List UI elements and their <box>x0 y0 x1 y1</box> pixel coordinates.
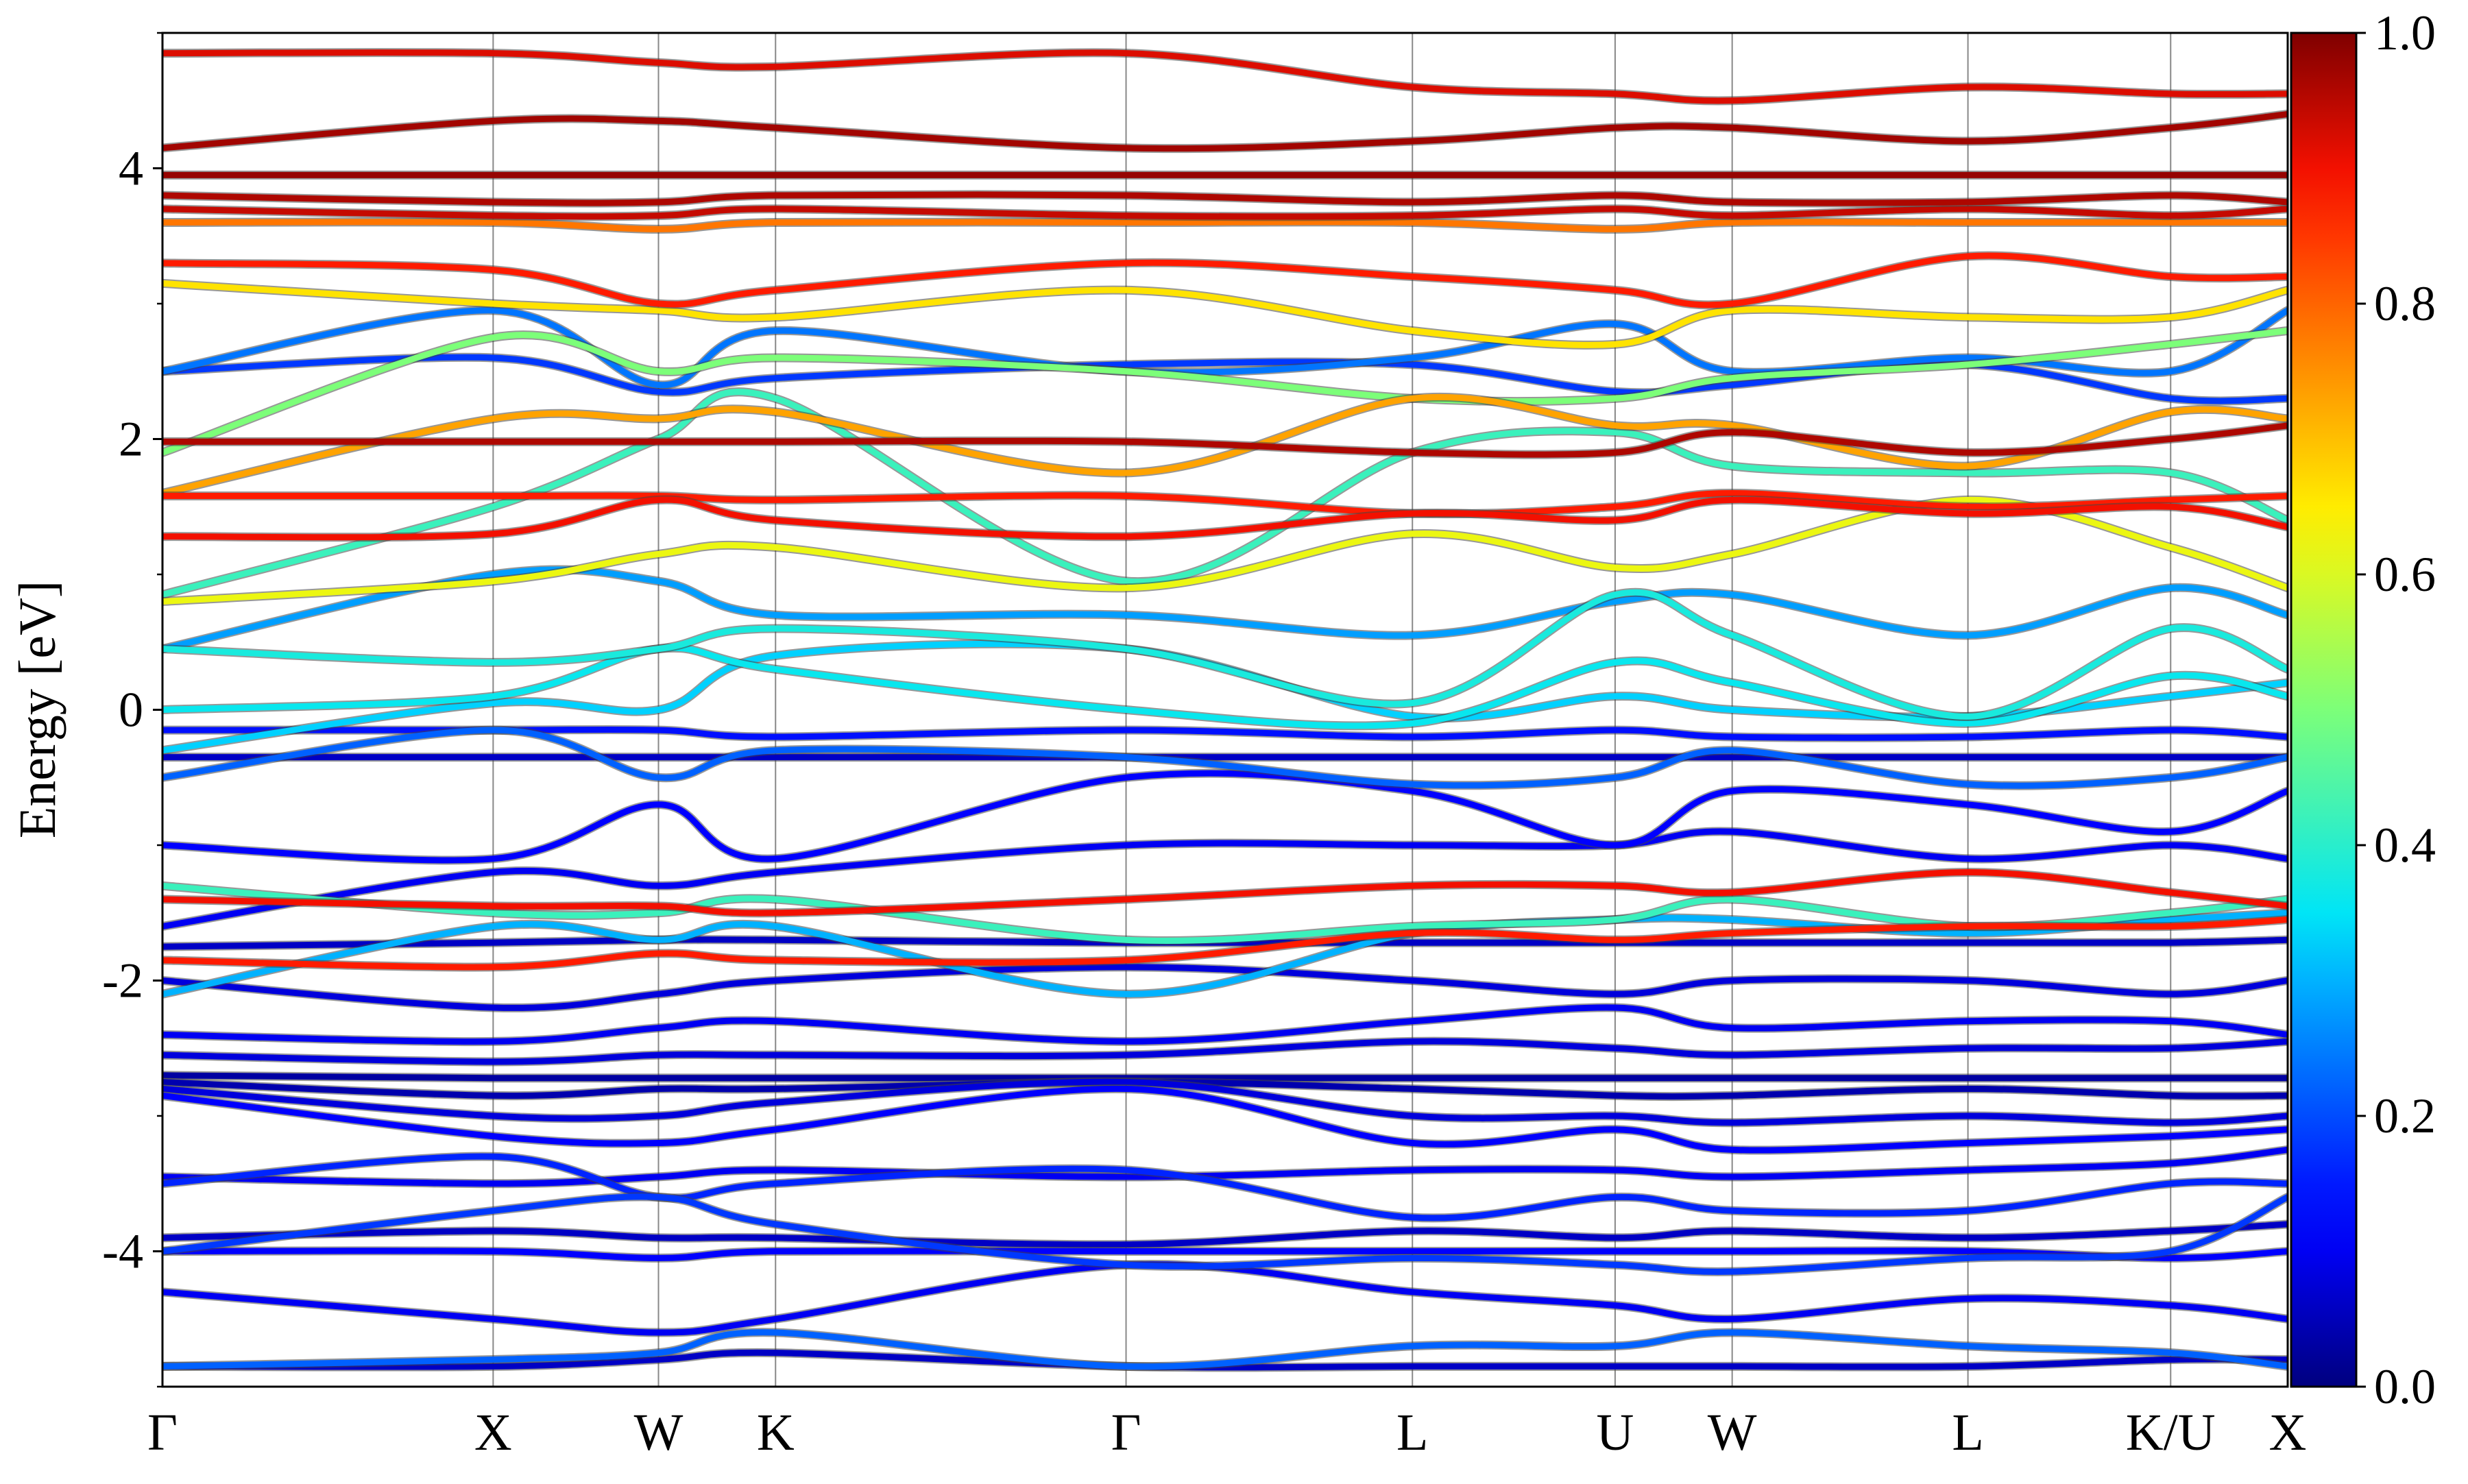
band-line <box>162 1221 2288 1248</box>
band-line <box>162 191 2288 206</box>
colorbar-tick-label: 0.2 <box>2374 1088 2436 1143</box>
band-line <box>162 589 2288 720</box>
band-line <box>162 727 2288 789</box>
band-line <box>162 252 2288 308</box>
y-tick-label: 2 <box>119 412 143 467</box>
band-line <box>162 964 2288 1011</box>
colorbar-axis: 0.0 0.2 0.4 0.6 0.8 1.0 <box>2356 5 2436 1414</box>
band-line <box>162 1004 2288 1045</box>
band-line <box>162 280 2288 348</box>
band-line <box>162 111 2288 152</box>
band-line <box>162 1085 2288 1154</box>
band-line <box>162 496 2288 541</box>
band-line <box>162 1038 2288 1065</box>
y-tick-label: 4 <box>119 141 143 196</box>
band-line <box>162 489 2288 518</box>
band-line <box>162 206 2288 220</box>
band-line <box>162 49 2288 104</box>
band-line <box>162 1349 2288 1371</box>
band-line <box>162 1193 2288 1275</box>
x-tick-label: X <box>474 1404 512 1461</box>
band-line <box>162 1072 2288 1082</box>
colorbar <box>2290 32 2358 1388</box>
x-tick-label: L <box>1396 1404 1428 1461</box>
y-tick-label: -4 <box>102 1224 143 1279</box>
high-symmetry-lines <box>492 33 2172 1387</box>
band-line <box>162 644 2288 729</box>
colorbar-tick-label: 0.0 <box>2374 1359 2436 1414</box>
x-axis: Γ X W K Γ L U W L K/U X <box>147 1404 2306 1461</box>
band-line <box>162 389 2288 598</box>
band-line <box>162 1153 2288 1221</box>
colorbar-tick-label: 0.8 <box>2374 276 2436 331</box>
band-line <box>162 910 2288 997</box>
y-tick-label: -2 <box>102 953 143 1008</box>
x-tick-label: Γ <box>147 1404 178 1461</box>
colorbar-tick-label: 0.4 <box>2374 818 2436 873</box>
band-line <box>162 422 2288 458</box>
x-tick-label: W <box>1708 1404 1757 1461</box>
bands-layer <box>162 48 2288 1372</box>
x-tick-label: X <box>2269 1404 2307 1461</box>
y-axis: 4 2 0 -2 -4 <box>102 32 162 1388</box>
band-outline <box>162 962 2288 1012</box>
x-tick-label: Γ <box>1111 1404 1141 1461</box>
band-line <box>162 1079 2288 1100</box>
band-line <box>162 1248 2288 1261</box>
band-line <box>162 1078 2288 1126</box>
x-tick-label: K/U <box>2126 1404 2216 1461</box>
x-tick-label: K <box>757 1404 795 1461</box>
band-line <box>162 393 2288 496</box>
colorbar-tick-label: 0.6 <box>2374 547 2436 602</box>
band-line <box>162 868 2288 916</box>
band-line <box>162 726 2288 741</box>
band-outline <box>162 326 2288 457</box>
x-tick-label: L <box>1952 1404 1983 1461</box>
band-line <box>162 916 2288 971</box>
colorbar-tick-label: 1.0 <box>2374 5 2436 60</box>
y-axis-label: Energy [eV] <box>9 581 66 838</box>
x-tick-label: W <box>634 1404 683 1461</box>
band-line <box>162 1329 2288 1370</box>
band-line <box>162 1261 2288 1336</box>
y-tick-label: 0 <box>119 683 143 738</box>
band-line <box>162 328 2288 456</box>
band-line <box>162 496 2288 605</box>
x-tick-label: U <box>1596 1404 1634 1461</box>
band-line <box>162 828 2288 929</box>
band-line <box>162 219 2288 232</box>
